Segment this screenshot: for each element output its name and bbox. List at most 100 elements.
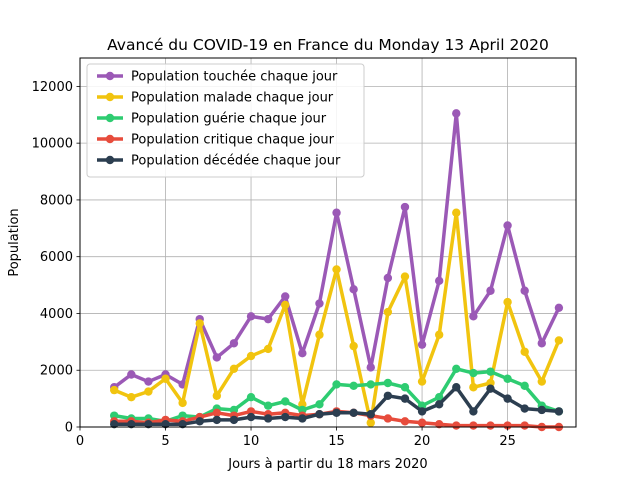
x-tick-label: 20 (414, 434, 431, 449)
legend-swatch-marker (105, 134, 115, 144)
data-point (144, 377, 153, 386)
legend-label: Population décédée chaque jour (131, 154, 341, 169)
data-point (400, 272, 410, 281)
data-point (366, 363, 375, 372)
data-point (366, 410, 375, 419)
y-tick-label: 12000 (32, 80, 73, 95)
data-point (263, 344, 273, 354)
data-point (383, 391, 393, 400)
y-tick-label: 6000 (40, 250, 73, 265)
y-tick-label: 2000 (40, 364, 73, 379)
series-group (110, 208, 564, 427)
data-point (127, 392, 136, 402)
data-point (298, 414, 307, 423)
data-point (127, 370, 136, 379)
data-point (263, 314, 273, 324)
legend-box (86, 63, 365, 178)
data-point (178, 419, 187, 429)
data-point (110, 419, 119, 429)
data-point (417, 377, 427, 386)
data-point (315, 299, 324, 308)
data-point (452, 208, 461, 217)
legend-label: Population critique chaque jour (131, 133, 335, 148)
data-point (212, 415, 222, 425)
legend-item: Population guérie chaque jour (97, 112, 327, 127)
data-point (212, 391, 222, 400)
data-point (469, 312, 478, 321)
plot-frame (79, 57, 577, 428)
y-axis-ticks: 0 2000 4000 6000 8000 10000 12000 (32, 80, 80, 436)
y-tick-label: 8000 (40, 193, 73, 208)
x-tick-label: 0 (76, 434, 84, 449)
data-point (246, 312, 256, 321)
data-point (537, 377, 546, 386)
data-point (178, 398, 187, 408)
legend: Population touchée chaque jour Population… (86, 63, 365, 178)
data-point (417, 340, 427, 349)
data-point (212, 353, 222, 362)
x-axis-label: Jours à partir du 18 mars 2020 (227, 457, 427, 472)
data-point (315, 410, 324, 419)
data-point (383, 414, 393, 423)
data-point (503, 374, 512, 383)
data-point (400, 383, 410, 392)
data-point (349, 341, 358, 351)
data-point (503, 421, 512, 430)
data-point (366, 380, 375, 389)
data-point (434, 400, 444, 409)
data-point (246, 351, 256, 361)
x-tick-label: 25 (499, 434, 516, 449)
data-point (503, 297, 512, 307)
data-point (144, 387, 153, 396)
data-point (400, 202, 410, 212)
data-point (554, 336, 564, 345)
data-point (315, 400, 324, 409)
data-point (469, 368, 478, 378)
data-point (229, 415, 239, 425)
data-point (469, 407, 478, 416)
y-axis-label: Population (7, 208, 22, 276)
data-point (503, 221, 512, 230)
legend-item: Population critique chaque jour (97, 133, 335, 148)
data-point (263, 414, 273, 423)
legend-label: Population malade chaque jour (131, 91, 334, 106)
data-point (537, 339, 546, 348)
legend-item: Population décédée chaque jour (97, 154, 341, 169)
data-point (229, 364, 239, 374)
data-point (486, 421, 495, 430)
data-point (195, 417, 204, 426)
data-point (281, 300, 290, 310)
data-point (434, 330, 444, 339)
data-point (161, 419, 170, 429)
data-point (417, 418, 427, 427)
data-point (434, 276, 444, 286)
data-point (110, 385, 119, 395)
data-point (195, 319, 204, 328)
legend-item: Population malade chaque jour (97, 91, 334, 106)
data-point (469, 421, 478, 430)
data-point (486, 367, 495, 376)
data-point (452, 109, 461, 118)
data-point (349, 408, 358, 418)
data-point (332, 265, 341, 274)
data-point (332, 380, 341, 389)
legend-label: Population touchée chaque jour (131, 70, 338, 85)
data-point (486, 384, 495, 393)
data-point (452, 421, 461, 430)
data-point (366, 418, 375, 427)
legend-label: Population guérie chaque jour (131, 112, 327, 127)
x-tick-label: 10 (243, 434, 260, 449)
data-point (144, 419, 153, 429)
data-point (281, 397, 290, 406)
data-point (161, 374, 170, 383)
data-point (383, 307, 393, 317)
data-point (434, 419, 444, 429)
data-point (212, 408, 222, 418)
data-point (298, 349, 307, 358)
chart-title: Avancé du COVID-19 en France du Monday 1… (107, 36, 549, 54)
x-tick-label: 15 (328, 434, 345, 449)
legend-swatch-marker (105, 113, 115, 123)
data-point (503, 394, 512, 403)
legend-swatch-marker (105, 155, 115, 165)
data-point (554, 407, 564, 416)
